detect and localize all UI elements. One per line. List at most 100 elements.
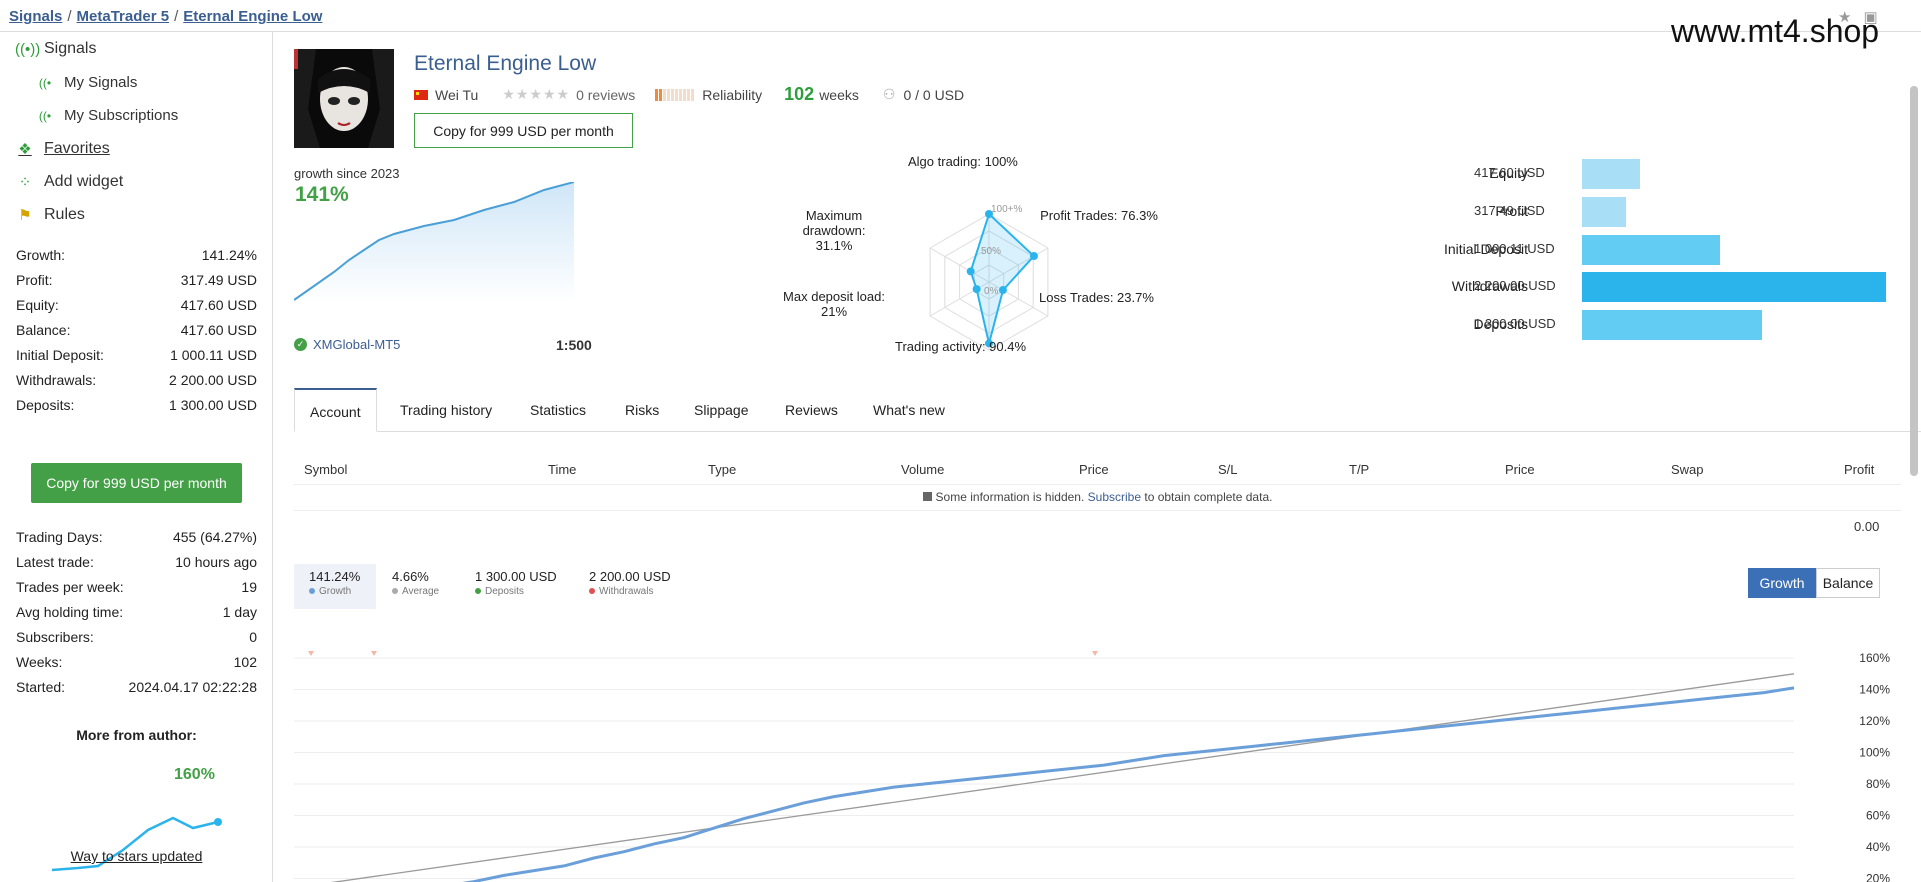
radar-label-algo: Algo trading: 100% — [908, 154, 1018, 169]
balance-label-initial-deposit: Initial Deposit — [1443, 241, 1528, 257]
radar-axis — [929, 247, 990, 283]
stat-value: 0 — [249, 629, 257, 645]
tab-bar: Account Trading history Statistics Risks… — [294, 388, 1921, 432]
info-icon — [922, 492, 932, 501]
stat-avg-holding: Avg holding time: 1 day — [16, 600, 257, 625]
balance-bar[interactable] — [1582, 235, 1720, 265]
breadcrumb-separator: / — [67, 8, 72, 25]
col-volume[interactable]: Volume — [901, 462, 945, 477]
more-author-sparkline[interactable] — [48, 780, 228, 876]
col-price[interactable]: Price — [1079, 462, 1109, 477]
hidden-tail: to obtain complete data. — [1144, 490, 1273, 504]
sidebar-copy-button[interactable]: Copy for 999 USD per month — [31, 463, 242, 503]
stat-growth: Growth: 141.24% — [16, 243, 257, 268]
growth-line — [462, 686, 1795, 882]
stat-initial-deposit: Initial Deposit: 1 000.11 USD — [16, 343, 257, 368]
share-icon[interactable]: ▣ — [1863, 9, 1878, 26]
top-icons: ★ ▣ — [1838, 8, 1878, 26]
summary-growth[interactable]: 141.24% Growth — [294, 564, 376, 609]
reviews-link[interactable]: 0 reviews — [576, 86, 636, 103]
nav-signals[interactable]: ((•)) Signals — [15, 40, 96, 58]
balance-toggle[interactable]: Balance — [1816, 568, 1880, 598]
hidden-info-note: Some information is hidden. Subscribe to… — [274, 490, 1921, 504]
balance-bar[interactable] — [1582, 159, 1640, 189]
nav-my-signals[interactable]: ((• My Signals — [35, 74, 137, 91]
reliability-segment — [671, 88, 675, 101]
nav-favorites[interactable]: ❖ Favorites — [15, 140, 110, 158]
breadcrumb-signals[interactable]: Signals — [9, 8, 63, 25]
tab-reviews[interactable]: Reviews — [785, 402, 838, 418]
col-profit[interactable]: Profit — [1844, 462, 1875, 477]
stat-key: Profit: — [16, 272, 53, 288]
summary-label: Deposits — [485, 586, 524, 597]
stat-trades-per-week: Trades per week: 19 — [16, 575, 257, 600]
scrollbar[interactable] — [1910, 86, 1918, 476]
balance-bar[interactable] — [1582, 272, 1886, 302]
flag-icon: ⚑ — [18, 207, 32, 224]
radar-point — [972, 285, 981, 294]
tab-trading-history[interactable]: Trading history — [400, 402, 493, 418]
subscribe-link[interactable]: Subscribe — [1087, 490, 1142, 504]
radar-label-drawdown: Maximum drawdown: 31.1% — [802, 208, 866, 253]
growth-toggle[interactable]: Growth — [1748, 568, 1816, 598]
nav-add-widget[interactable]: ⁘ Add widget — [15, 173, 123, 191]
stat-key: Initial Deposit: — [16, 347, 104, 363]
summary-withdrawals[interactable]: 2 200.00 USD Withdrawals — [589, 564, 671, 609]
col-tp[interactable]: T/P — [1349, 462, 1370, 477]
col-time[interactable]: Time — [548, 462, 577, 477]
nav-my-subscriptions[interactable]: ((• My Subscriptions — [35, 107, 178, 124]
col-swap[interactable]: Swap — [1671, 462, 1704, 477]
reliability-segment — [667, 88, 671, 101]
radar-axis — [988, 281, 1049, 317]
stat-value: 10 hours ago — [175, 554, 257, 570]
hidden-text: Some information is hidden. — [935, 490, 1085, 504]
weeks-count: 102 — [784, 84, 815, 104]
star-icon[interactable]: ★ — [1838, 9, 1852, 26]
chart-y-ticks: 160%140%120%100%80%60%40%20%0% — [1859, 651, 1890, 882]
col-price2[interactable]: Price — [1505, 462, 1535, 477]
tab-slippage[interactable]: Slippage — [694, 402, 749, 418]
withdrawal-marker-icon[interactable] — [308, 651, 314, 656]
radar-point — [1029, 252, 1038, 261]
tab-risks[interactable]: Risks — [625, 402, 660, 418]
reliability-bar — [655, 88, 695, 101]
stat-started: Started: 2024.04.17 02:22:28 — [16, 675, 257, 700]
balance-bar[interactable] — [1582, 310, 1762, 340]
antenna-icon: ((•)) — [15, 40, 41, 58]
broker-name: XMGlobal-MT5 — [313, 337, 401, 352]
broker[interactable]: ✓ XMGlobal-MT5 — [294, 337, 400, 352]
reliability-segment — [655, 88, 659, 101]
nav-rules[interactable]: ⚑ Rules — [15, 206, 85, 224]
summary-deposits[interactable]: 1 300.00 USD Deposits — [475, 564, 557, 609]
breadcrumb-current[interactable]: Eternal Engine Low — [183, 8, 323, 25]
table-divider — [294, 484, 1901, 485]
growth-chart[interactable]: 160%140%120%100%80%60%40%20%0% — [294, 644, 1914, 882]
col-symbol[interactable]: Symbol — [304, 462, 348, 477]
withdrawal-marker-icon[interactable] — [1092, 651, 1098, 656]
nav-label: Rules — [44, 206, 85, 223]
tab-statistics[interactable]: Statistics — [530, 402, 587, 418]
tab-whats-new[interactable]: What's new — [873, 402, 945, 418]
summary-average[interactable]: 4.66% Average — [392, 564, 439, 609]
rating-stars-icon: ★★★★★ — [502, 86, 571, 102]
radar-points — [966, 210, 1038, 348]
col-type[interactable]: Type — [708, 462, 737, 477]
watermark: www.mt4.shop — [1671, 13, 1880, 49]
stat-profit: Profit: 317.49 USD — [16, 268, 257, 293]
growth-sparkline — [294, 182, 574, 302]
balance-bar[interactable] — [1582, 197, 1626, 227]
stat-key: Balance: — [16, 322, 71, 338]
radar-label-activity: Trading activity: 90.4% — [895, 339, 1027, 354]
weeks-label: weeks — [819, 86, 859, 103]
withdrawal-marker-icon[interactable] — [371, 651, 377, 656]
more-author-link[interactable]: Way to stars updated — [70, 848, 203, 864]
legend-dot — [589, 588, 595, 595]
tab-account[interactable]: Account — [294, 388, 377, 432]
copy-signal-button[interactable]: Copy for 999 USD per month — [414, 113, 633, 148]
y-tick-label: 160% — [1859, 651, 1890, 665]
stat-key: Avg holding time: — [16, 604, 124, 620]
breadcrumb-metatrader5[interactable]: MetaTrader 5 — [76, 8, 170, 25]
author-link[interactable]: Wei Tu — [435, 86, 479, 103]
radar-ring-label: 100+% — [991, 204, 1023, 215]
col-sl[interactable]: S/L — [1218, 462, 1238, 477]
